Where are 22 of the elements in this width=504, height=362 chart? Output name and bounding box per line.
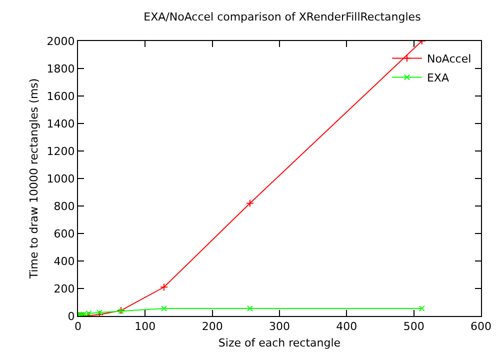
x-tick-label: 200 (202, 320, 223, 334)
y-tick-label: 0 (68, 310, 75, 323)
y-tick-label: 1600 (46, 90, 75, 103)
y-tick-label: 2000 (46, 34, 75, 48)
y-tick-label: 1400 (46, 117, 75, 130)
x-tick-label: 400 (336, 320, 358, 334)
x-tick-label: 600 (470, 320, 492, 334)
y-tick-label: 200 (54, 282, 75, 296)
x-tick-label: 100 (134, 320, 156, 334)
y-tick-label: 1000 (46, 172, 75, 186)
chart-title: EXA/NoAccel comparison of XRenderFillRectangles (144, 10, 422, 24)
y-tick-label: 800 (54, 200, 75, 213)
y-tick-label: 600 (54, 227, 75, 240)
x-tick-label: 500 (403, 320, 424, 334)
y-tick-label: 1800 (46, 62, 75, 76)
y-axis-title: Time to draw 10000 rectangles (ms) (27, 78, 40, 280)
x-tick-label: 300 (269, 320, 290, 334)
legend-label: EXA (426, 72, 450, 85)
x-axis-title: Size of each rectangle (218, 336, 341, 350)
legend-label: NoAccel (426, 52, 472, 66)
y-tick-label: 400 (54, 254, 75, 268)
y-tick-label: 1200 (46, 144, 75, 158)
